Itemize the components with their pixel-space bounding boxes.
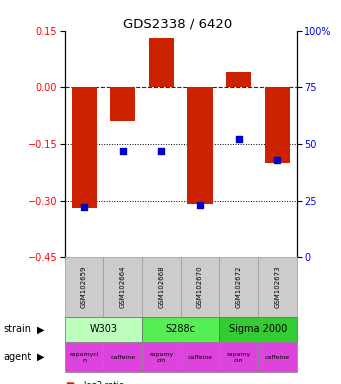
- Text: GSM102664: GSM102664: [120, 266, 126, 308]
- Text: agent: agent: [3, 352, 32, 362]
- Text: S288c: S288c: [166, 324, 196, 334]
- Point: [236, 136, 241, 142]
- Text: Sigma 2000: Sigma 2000: [229, 324, 287, 334]
- Text: ■: ■: [65, 381, 74, 384]
- Point: [81, 204, 87, 210]
- Text: ▶: ▶: [37, 352, 45, 362]
- Text: ▶: ▶: [37, 324, 45, 334]
- Bar: [72, 87, 97, 208]
- Text: GSM102659: GSM102659: [81, 266, 87, 308]
- Text: caffeine: caffeine: [265, 354, 290, 360]
- Text: GSM102670: GSM102670: [197, 266, 203, 308]
- Bar: [265, 87, 290, 163]
- Text: rapamyci
n: rapamyci n: [69, 352, 99, 362]
- Point: [197, 202, 203, 208]
- Text: caffeine: caffeine: [110, 354, 135, 360]
- Text: GSM102672: GSM102672: [236, 266, 242, 308]
- Text: caffeine: caffeine: [188, 354, 213, 360]
- Text: rapamy
cin: rapamy cin: [226, 352, 251, 362]
- Bar: [226, 72, 251, 87]
- Bar: [149, 38, 174, 87]
- Text: log2 ratio: log2 ratio: [84, 381, 124, 384]
- Text: GDS2338 / 6420: GDS2338 / 6420: [123, 17, 232, 30]
- Text: rapamy
cin: rapamy cin: [149, 352, 174, 362]
- Bar: [188, 87, 212, 204]
- Point: [120, 148, 125, 154]
- Text: strain: strain: [3, 324, 31, 334]
- Point: [275, 157, 280, 163]
- Text: GSM102668: GSM102668: [159, 266, 164, 308]
- Text: W303: W303: [89, 324, 117, 334]
- Point: [159, 148, 164, 154]
- Bar: [110, 87, 135, 121]
- Text: GSM102673: GSM102673: [275, 266, 280, 308]
